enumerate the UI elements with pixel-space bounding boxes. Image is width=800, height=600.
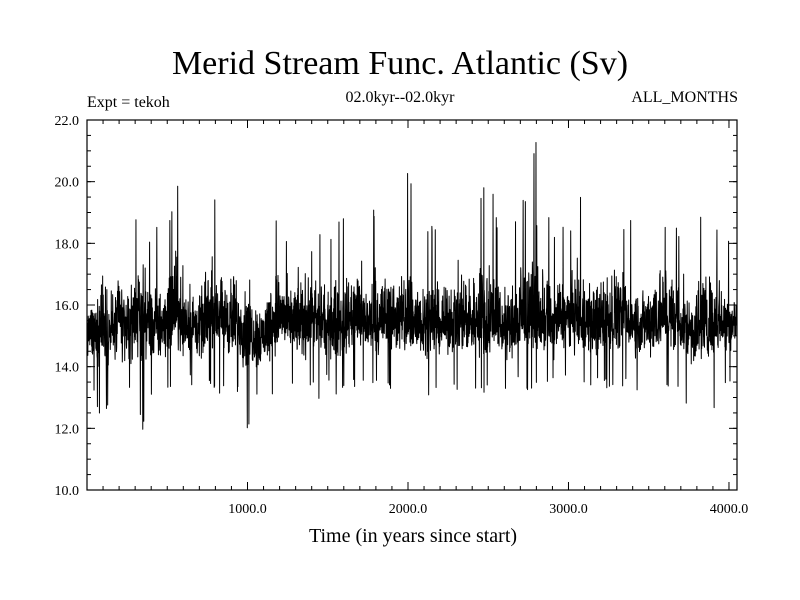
y-tick-label: 22.0 bbox=[55, 114, 80, 129]
months-label: ALL_MONTHS bbox=[631, 89, 738, 106]
y-tick-label: 10.0 bbox=[55, 484, 80, 499]
axes-group: 10.0 12.0 14.0 16.0 18.0 20.0 22.0 1000.0 2000.0… bbox=[55, 114, 749, 517]
y-tick-label: 12.0 bbox=[55, 422, 80, 437]
x-tick-label: 4000.0 bbox=[710, 502, 749, 517]
y-tick-label: 18.0 bbox=[55, 237, 80, 252]
x-tick-label: 3000.0 bbox=[549, 502, 588, 517]
chart-title: Merid Stream Func. Atlantic (Sv) bbox=[171, 45, 629, 82]
x-tick-label: 2000.0 bbox=[389, 502, 428, 517]
y-tick-label: 16.0 bbox=[55, 299, 80, 314]
experiment-label: Expt = tekoh bbox=[87, 94, 170, 111]
y-tick-label: 14.0 bbox=[55, 361, 80, 376]
chart-subtitle: 02.0kyr--02.0kyr bbox=[345, 89, 455, 106]
y-tick-label: 20.0 bbox=[55, 176, 80, 191]
series-group bbox=[86, 142, 738, 430]
x-axis-label: Time (in years since start) bbox=[308, 525, 518, 547]
series-line bbox=[86, 142, 738, 430]
x-tick-label: 1000.0 bbox=[228, 502, 267, 517]
